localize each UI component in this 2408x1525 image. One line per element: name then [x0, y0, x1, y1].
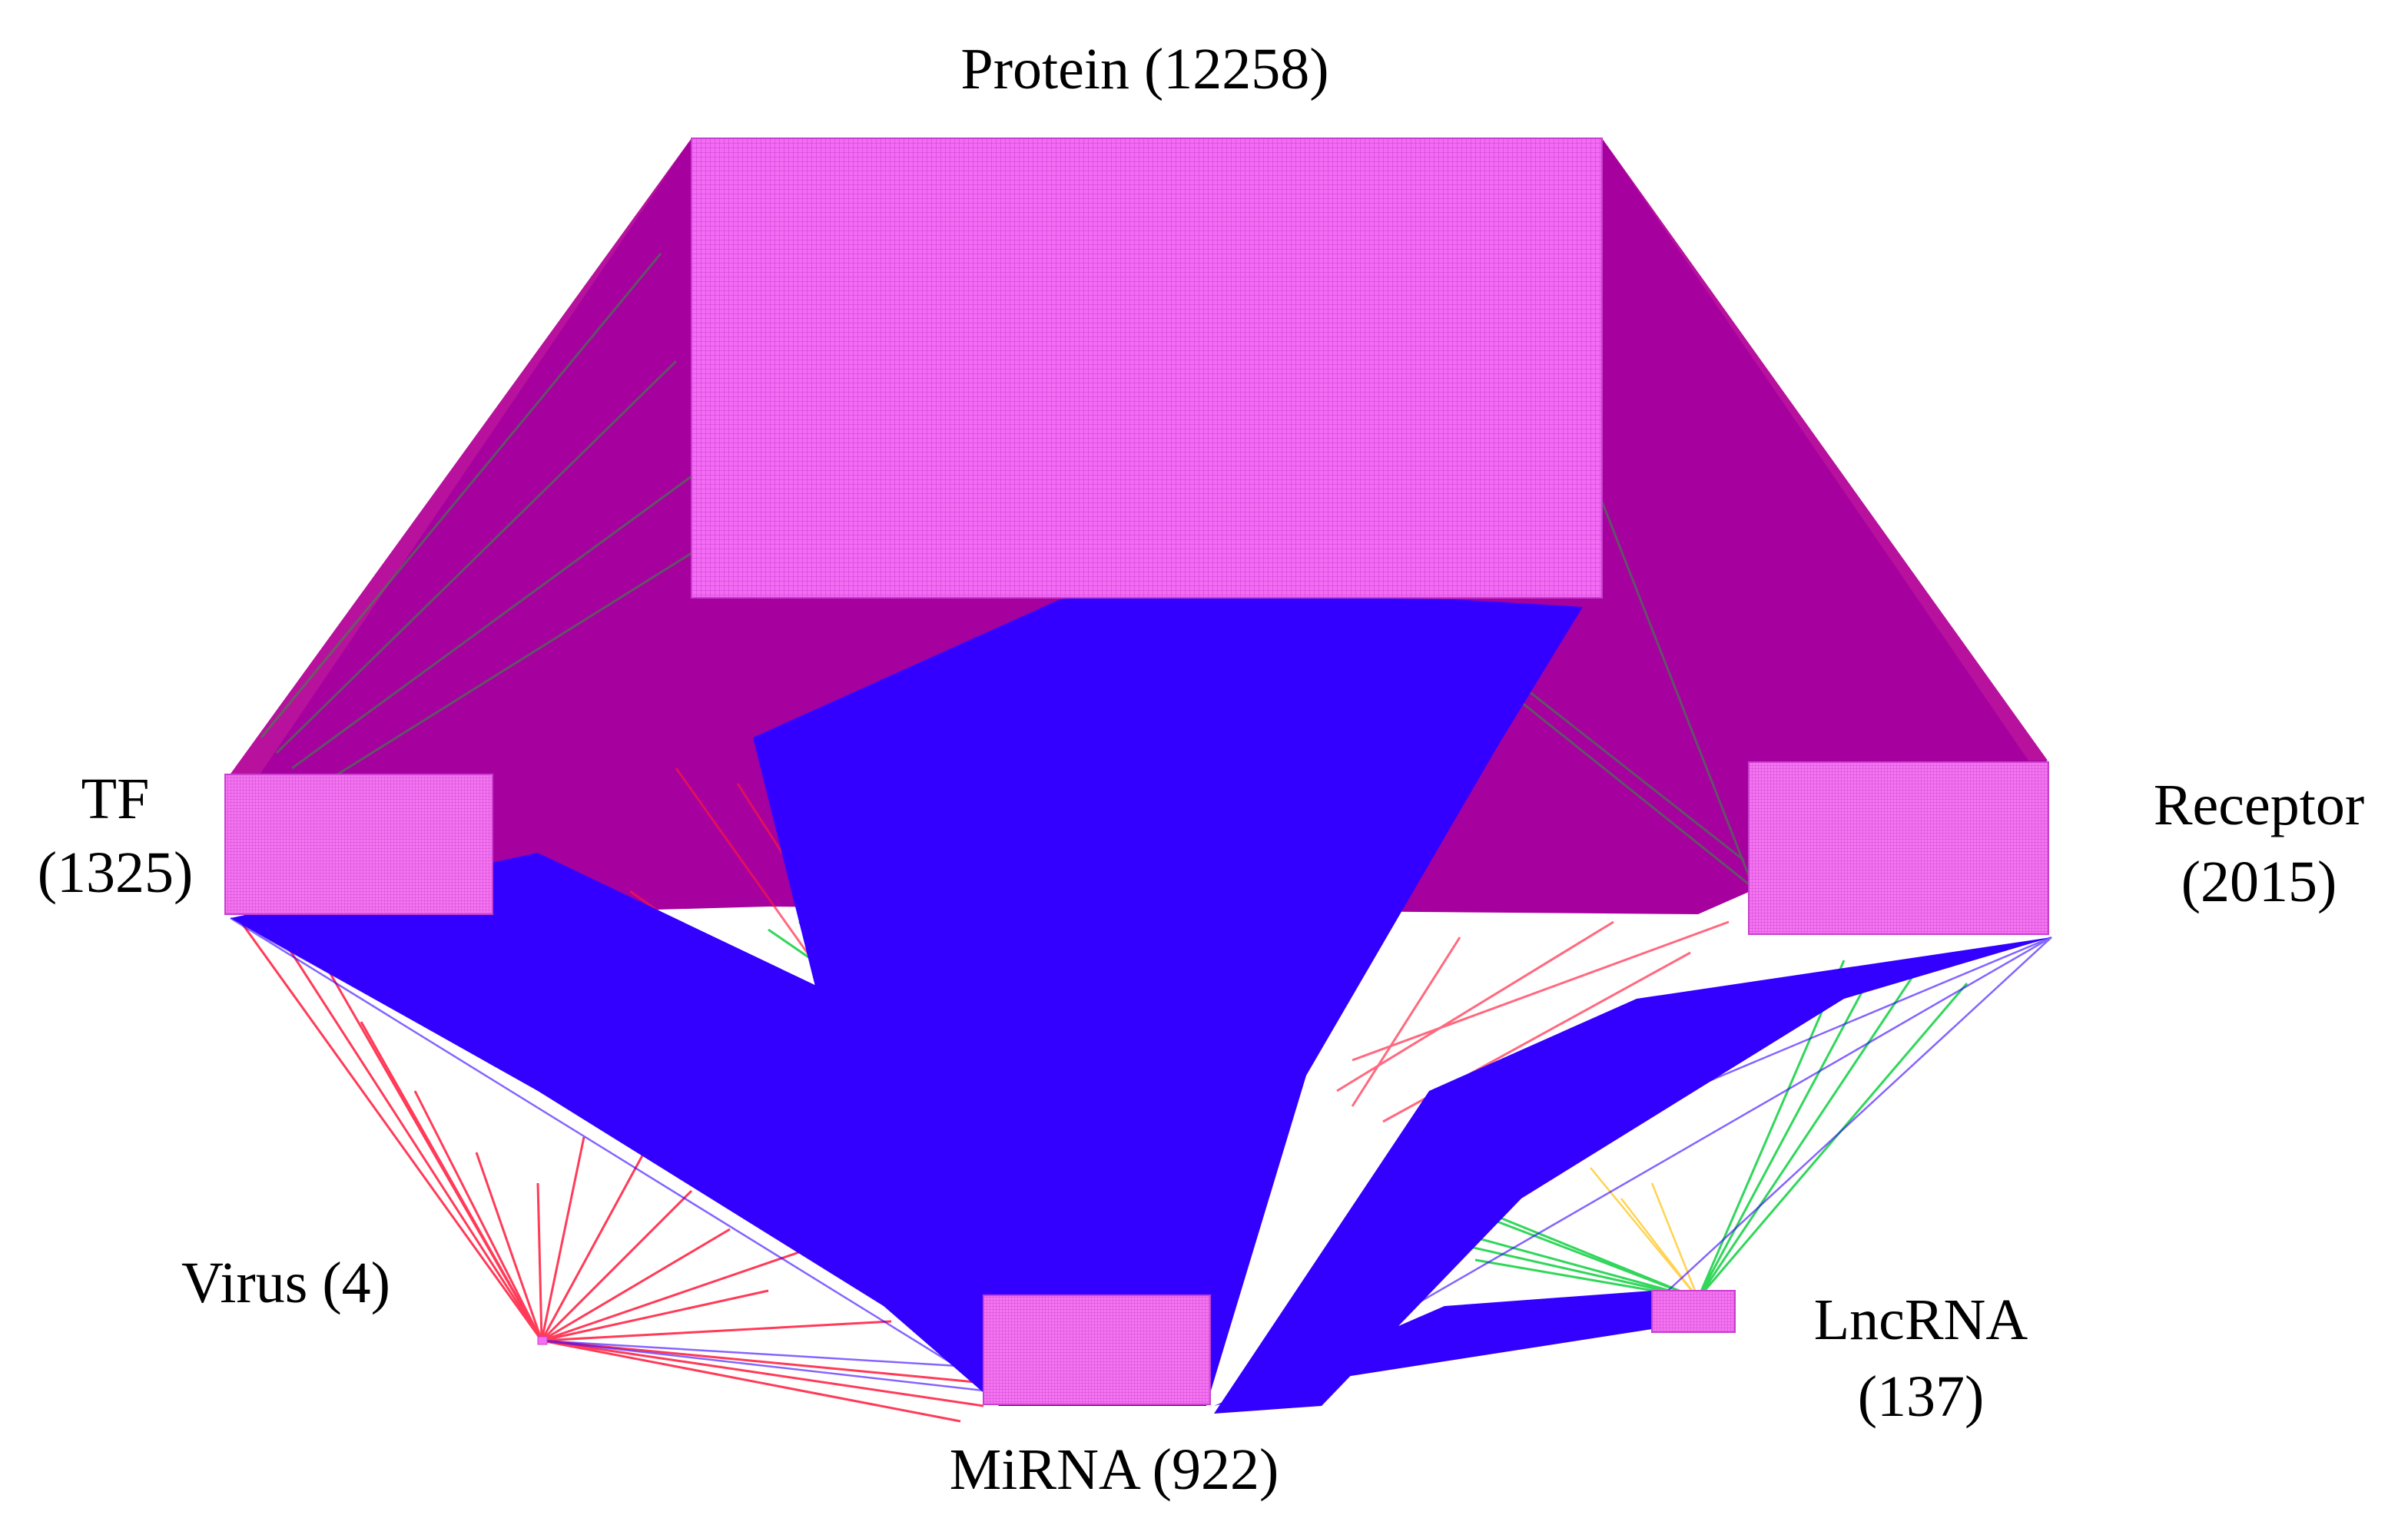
- lncrna-node: [1651, 1290, 1736, 1333]
- tf-label: TF (1325): [15, 770, 215, 902]
- virus-node: [537, 1336, 548, 1345]
- mirna-node: [983, 1295, 1211, 1405]
- receptor-label-count: (2015): [2181, 850, 2337, 914]
- lncrna-label: LncRNA (137): [1767, 1291, 2075, 1426]
- mirna-label: MiRNA (922): [907, 1440, 1322, 1499]
- protein-node: [691, 138, 1603, 598]
- lncrna-label-count: (137): [1857, 1364, 1985, 1429]
- receptor-label-name: Receptor: [2153, 773, 2365, 837]
- edges-minor: [1590, 1167, 1700, 1299]
- lncrna-label-name: LncRNA: [1813, 1288, 2028, 1352]
- edges-mirna: [231, 595, 2051, 1414]
- receptor-label: Receptor (2015): [2128, 776, 2390, 911]
- tf-label-count: (1325): [37, 840, 194, 905]
- tf-label-name: TF: [81, 767, 150, 831]
- edges-mirna-thin: [230, 917, 2052, 1392]
- tf-node: [224, 774, 493, 915]
- virus-label-text: Virus (4): [181, 1251, 390, 1315]
- protein-label-text: Protein (12258): [960, 37, 1329, 101]
- virus-label: Virus (4): [181, 1254, 390, 1312]
- edges-virus: [237, 917, 984, 1423]
- receptor-node: [1748, 761, 2049, 935]
- mirna-label-text: MiRNA (922): [949, 1437, 1279, 1502]
- protein-label: Protein (12258): [945, 40, 1345, 98]
